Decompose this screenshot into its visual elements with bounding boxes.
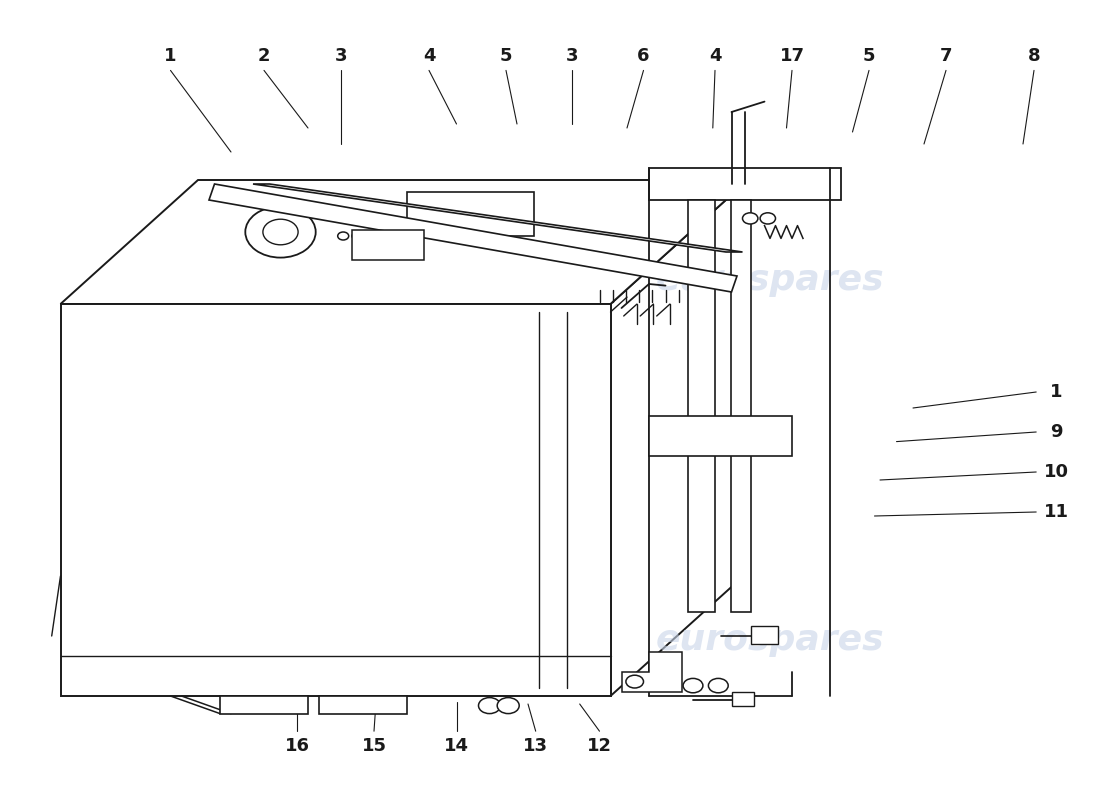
Text: 7: 7 xyxy=(939,47,953,65)
Text: 17: 17 xyxy=(780,47,804,65)
Text: 8: 8 xyxy=(1027,47,1041,65)
Polygon shape xyxy=(253,184,742,252)
Circle shape xyxy=(352,232,363,240)
Polygon shape xyxy=(688,200,715,612)
Circle shape xyxy=(708,678,728,693)
Polygon shape xyxy=(649,416,792,456)
Circle shape xyxy=(338,232,349,240)
Text: 9: 9 xyxy=(1049,423,1063,441)
Text: 3: 3 xyxy=(334,47,348,65)
Polygon shape xyxy=(751,626,778,644)
Circle shape xyxy=(478,698,500,714)
Polygon shape xyxy=(60,180,748,304)
Polygon shape xyxy=(352,230,424,260)
Circle shape xyxy=(263,219,298,245)
Text: 3: 3 xyxy=(565,47,579,65)
Text: 13: 13 xyxy=(524,737,548,754)
Text: 4: 4 xyxy=(422,47,436,65)
Circle shape xyxy=(497,698,519,714)
Text: 5: 5 xyxy=(499,47,513,65)
Polygon shape xyxy=(60,304,610,696)
Polygon shape xyxy=(732,692,754,706)
Text: eurospares: eurospares xyxy=(172,263,400,297)
Text: 11: 11 xyxy=(1044,503,1068,521)
Text: 15: 15 xyxy=(362,737,386,754)
Circle shape xyxy=(245,206,316,258)
Text: 10: 10 xyxy=(1044,463,1068,481)
Text: 5: 5 xyxy=(862,47,876,65)
Polygon shape xyxy=(649,168,842,200)
Text: 12: 12 xyxy=(587,737,612,754)
Text: 16: 16 xyxy=(285,737,309,754)
Circle shape xyxy=(742,213,758,224)
Text: 4: 4 xyxy=(708,47,722,65)
Polygon shape xyxy=(610,180,748,696)
Circle shape xyxy=(683,678,703,693)
Text: eurospares: eurospares xyxy=(656,263,884,297)
Circle shape xyxy=(626,675,644,688)
Polygon shape xyxy=(209,184,737,292)
Circle shape xyxy=(760,213,775,224)
Text: 14: 14 xyxy=(444,737,469,754)
Polygon shape xyxy=(621,652,682,692)
Text: eurospares: eurospares xyxy=(656,623,884,657)
Text: 2: 2 xyxy=(257,47,271,65)
Polygon shape xyxy=(732,200,751,612)
Text: 6: 6 xyxy=(637,47,650,65)
Polygon shape xyxy=(319,696,407,714)
Text: 1: 1 xyxy=(164,47,177,65)
Text: eurospares: eurospares xyxy=(172,623,400,657)
Text: 1: 1 xyxy=(1049,383,1063,401)
Polygon shape xyxy=(220,696,308,714)
Polygon shape xyxy=(407,192,534,236)
